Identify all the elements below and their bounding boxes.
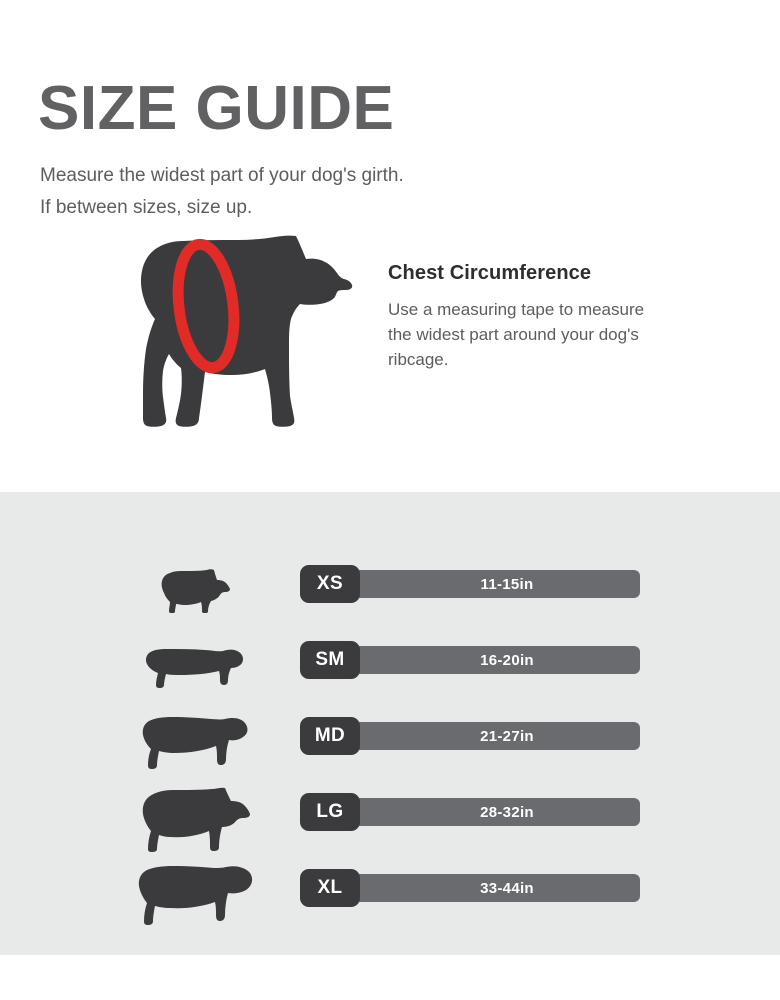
dog-silhouette-mastiff-icon <box>120 857 270 933</box>
callout-body-line-1: Use a measuring tape to measure <box>388 300 645 319</box>
dog-silhouette-chihuahua-icon <box>120 553 270 629</box>
table-row: 33-44in XL <box>0 857 780 933</box>
callout-body-line-2: the widest part around your dog's <box>388 325 639 344</box>
dog-silhouette-husky-icon <box>120 781 270 857</box>
bar-track: 11-15in <box>330 570 640 598</box>
measurement-value: 16-20in <box>480 651 534 669</box>
size-badge: XL <box>300 869 360 907</box>
measurement-value: 21-27in <box>480 727 534 745</box>
size-bar-sm: 16-20in SM <box>300 629 640 705</box>
hero-section: SIZE GUIDE Measure the widest part of yo… <box>0 0 780 492</box>
dog-chest-measurement-illustration <box>82 228 362 443</box>
size-bar-lg: 28-32in LG <box>300 781 640 857</box>
size-bar-xs: 11-15in XS <box>300 553 640 629</box>
size-bar-xl: 33-44in XL <box>300 857 640 933</box>
bar-track: 21-27in <box>330 722 640 750</box>
callout-title: Chest Circumference <box>388 262 592 284</box>
table-row: 21-27in MD <box>0 705 780 781</box>
dog-silhouette-dachshund-icon <box>120 629 270 705</box>
dog-body-silhouette <box>140 235 353 427</box>
measurement-value: 11-15in <box>480 575 534 593</box>
measurement-value: 28-32in <box>480 803 534 821</box>
measurement-value: 33-44in <box>480 879 534 897</box>
table-row: 28-32in LG <box>0 781 780 857</box>
dog-silhouette-spaniel-icon <box>120 705 270 781</box>
subtitle-line-1: Measure the widest part of your dog's gi… <box>40 165 404 186</box>
size-badge: XS <box>300 565 360 603</box>
size-chart-section: 11-15in XS 16-20in SM 21-27in <box>0 492 780 955</box>
size-badge: LG <box>300 793 360 831</box>
bar-track: 33-44in <box>330 874 640 902</box>
subtitle: Measure the widest part of your dog's gi… <box>40 160 560 224</box>
table-row: 16-20in SM <box>0 629 780 705</box>
size-badge: SM <box>300 641 360 679</box>
bar-track: 28-32in <box>330 798 640 826</box>
subtitle-line-2: If between sizes, size up. <box>40 197 253 218</box>
callout-body: Use a measuring tape to measure the wide… <box>388 297 708 372</box>
bar-track: 16-20in <box>330 646 640 674</box>
page-title: SIZE GUIDE <box>38 74 395 143</box>
size-bar-md: 21-27in MD <box>300 705 640 781</box>
chest-circumference-callout: Chest Circumference Use a measuring tape… <box>388 262 708 372</box>
table-row: 11-15in XS <box>0 553 780 629</box>
callout-body-line-3: ribcage. <box>388 350 449 369</box>
size-badge: MD <box>300 717 360 755</box>
footer-strip <box>0 955 780 1000</box>
chest-measure-ring <box>172 238 240 374</box>
